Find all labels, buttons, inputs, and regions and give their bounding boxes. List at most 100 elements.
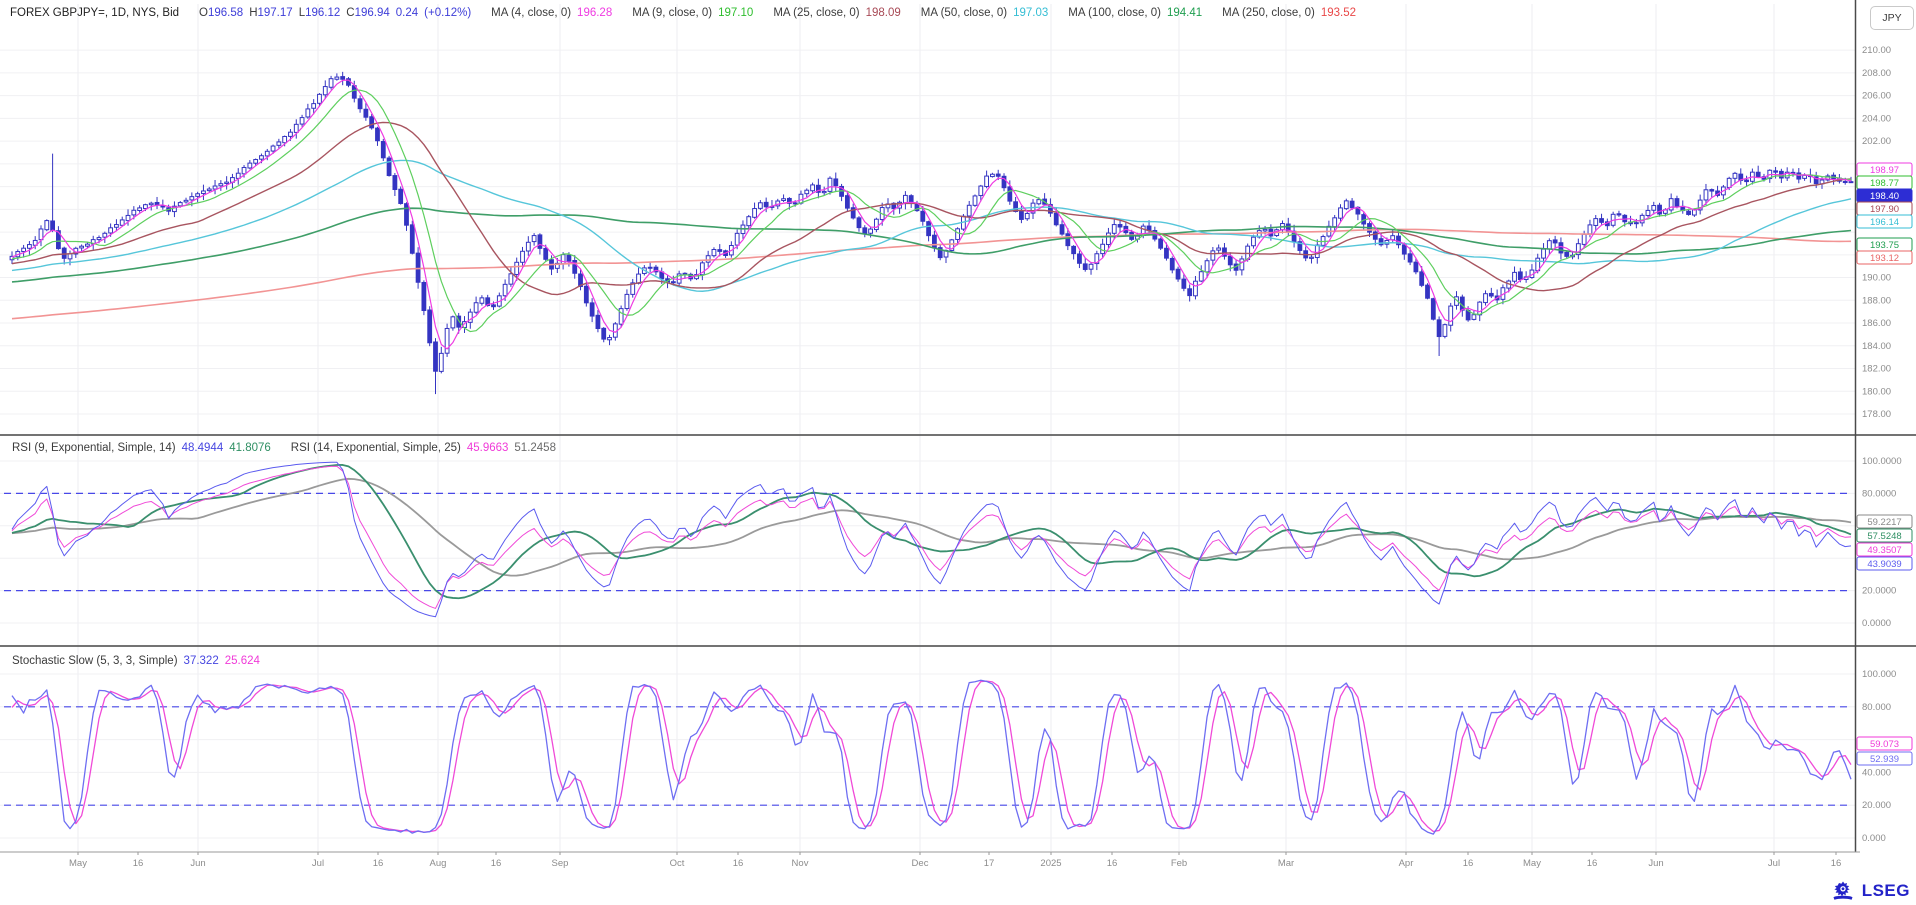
stochastic-series: [11, 679, 1852, 835]
svg-text:59.073: 59.073: [1870, 739, 1899, 750]
ma-legend-4[interactable]: MA (4, close, 0) 196.28: [491, 7, 612, 19]
svg-text:193.12: 193.12: [1870, 253, 1899, 264]
stoch-k-value: 37.322: [183, 655, 219, 667]
svg-text:210.00: 210.00: [1862, 45, 1891, 56]
svg-text:204.00: 204.00: [1862, 113, 1891, 124]
ma50-value: 197.03: [1013, 7, 1049, 19]
svg-text:100.0000: 100.0000: [1862, 456, 1902, 467]
svg-text:16: 16: [491, 858, 502, 869]
ma4-value: 196.28: [577, 7, 613, 19]
svg-text:Jun: Jun: [1648, 858, 1663, 869]
svg-text:16: 16: [133, 858, 144, 869]
svg-text:52.939: 52.939: [1870, 754, 1899, 765]
ma4-label: MA (4, close, 0): [491, 7, 572, 19]
svg-text:182.00: 182.00: [1862, 364, 1891, 375]
svg-text:2025: 2025: [1040, 858, 1061, 869]
svg-text:16: 16: [1831, 858, 1842, 869]
axis-price-label: 43.9039: [1856, 556, 1913, 571]
svg-text:188.00: 188.00: [1862, 295, 1891, 306]
low-value: 196.12: [305, 7, 341, 19]
close-value: 196.94: [354, 7, 390, 19]
time-axis[interactable]: May 16 Jun Jul 16 Aug 16 Sep Oct 16 Nov Dec 17 2025 16…: [69, 852, 1841, 869]
low-label: L: [298, 7, 306, 19]
svg-text:Jul: Jul: [312, 858, 324, 869]
ma-legend-250[interactable]: MA (250, close, 0) 193.52: [1222, 7, 1356, 19]
currency-badge[interactable]: JPY: [1870, 6, 1914, 30]
axis-price-label: 57.5248: [1856, 528, 1913, 543]
svg-text:16: 16: [733, 858, 744, 869]
svg-text:16: 16: [1463, 858, 1474, 869]
svg-text:Feb: Feb: [1171, 858, 1187, 869]
ma25-label: MA (25, close, 0): [773, 7, 860, 19]
axis-label-boxes: 198.97 198.77 198.40 197.90 196.14 193.75 193.…: [1856, 162, 1913, 766]
svg-text:43.9039: 43.9039: [1867, 559, 1901, 570]
ma9-label: MA (9, close, 0): [632, 7, 713, 19]
gridlines: [0, 4, 1855, 851]
axis-price-label: 197.90: [1856, 201, 1913, 216]
svg-text:202.00: 202.00: [1862, 136, 1891, 147]
panel-frame: [0, 0, 1916, 853]
axis-price-label: 198.77: [1856, 175, 1913, 190]
svg-text:May: May: [1523, 858, 1541, 869]
svg-text:178.00: 178.00: [1862, 409, 1891, 420]
chart-legend: FOREX GBPJPY=, 1D, NYS, Bid O196.58 H197…: [10, 7, 1370, 19]
svg-text:Dec: Dec: [912, 858, 929, 869]
axis-price-label: 59.2217: [1856, 514, 1913, 529]
stochastic-legend[interactable]: Stochastic Slow (5, 3, 3, Simple) 37.322…: [12, 655, 274, 667]
rsi1-label: RSI (9, Exponential, Simple, 14): [12, 442, 176, 454]
svg-text:80.000: 80.000: [1862, 702, 1891, 713]
svg-text:16: 16: [1107, 858, 1118, 869]
ma25-value: 198.09: [865, 7, 901, 19]
svg-text:184.00: 184.00: [1862, 341, 1891, 352]
stoch-label: Stochastic Slow (5, 3, 3, Simple): [12, 655, 178, 667]
rsi1-value: 48.4944: [181, 442, 224, 454]
rsi-legend[interactable]: RSI (9, Exponential, Simple, 14) 48.4944…: [12, 442, 570, 454]
svg-text:Aug: Aug: [430, 858, 447, 869]
svg-text:May: May: [69, 858, 87, 869]
lseg-logo: LSEG: [1831, 880, 1910, 902]
svg-text:20.000: 20.000: [1862, 800, 1891, 811]
high-value: 197.17: [257, 7, 293, 19]
price-axis[interactable]: 210.00208.00206.00204.00202.00192.00190.…: [1862, 45, 1902, 844]
svg-text:40.000: 40.000: [1862, 767, 1891, 778]
svg-text:Jul: Jul: [1768, 858, 1780, 869]
axis-price-label: 196.14: [1856, 214, 1913, 229]
ma100-label: MA (100, close, 0): [1068, 7, 1161, 19]
svg-text:57.5248: 57.5248: [1867, 531, 1901, 542]
svg-text:196.14: 196.14: [1870, 217, 1899, 228]
ma-legend-100[interactable]: MA (100, close, 0) 194.41: [1068, 7, 1202, 19]
svg-text:190.00: 190.00: [1862, 273, 1891, 284]
instrument-title[interactable]: FOREX GBPJPY=, 1D, NYS, Bid: [10, 7, 180, 19]
svg-text:Jun: Jun: [190, 858, 205, 869]
axis-price-label: 59.073: [1856, 736, 1913, 751]
high-label: H: [249, 7, 258, 19]
svg-text:198.77: 198.77: [1870, 178, 1899, 189]
svg-text:Oct: Oct: [670, 858, 685, 869]
svg-text:193.75: 193.75: [1870, 240, 1899, 251]
lseg-crest-icon: [1833, 881, 1853, 900]
rsi2-signal-value: 51.2458: [514, 442, 556, 454]
svg-text:197.90: 197.90: [1870, 204, 1899, 215]
svg-text:Nov: Nov: [792, 858, 809, 869]
change-percent: (+0.12%): [424, 7, 472, 19]
rsi-series: [11, 461, 1852, 618]
svg-text:20.0000: 20.0000: [1862, 586, 1896, 597]
ma-legend-9[interactable]: MA (9, close, 0) 197.10: [632, 7, 753, 19]
svg-text:17: 17: [984, 858, 995, 869]
ma9-value: 197.10: [718, 7, 754, 19]
axis-price-label: 193.12: [1856, 250, 1913, 265]
axis-price-label: 193.75: [1856, 237, 1913, 252]
svg-text:206.00: 206.00: [1862, 91, 1891, 102]
ma-legend-25[interactable]: MA (25, close, 0) 198.09: [773, 7, 900, 19]
open-value: 196.58: [208, 7, 244, 19]
ma-legend-50[interactable]: MA (50, close, 0) 197.03: [921, 7, 1048, 19]
svg-text:16: 16: [1587, 858, 1598, 869]
lseg-wordmark: LSEG: [1861, 881, 1910, 900]
ma50-label: MA (50, close, 0): [920, 7, 1008, 19]
rsi1-signal-value: 41.8076: [229, 442, 271, 454]
open-label: O: [199, 7, 208, 19]
svg-text:49.3507: 49.3507: [1867, 545, 1901, 556]
svg-text:59.2217: 59.2217: [1867, 517, 1901, 528]
